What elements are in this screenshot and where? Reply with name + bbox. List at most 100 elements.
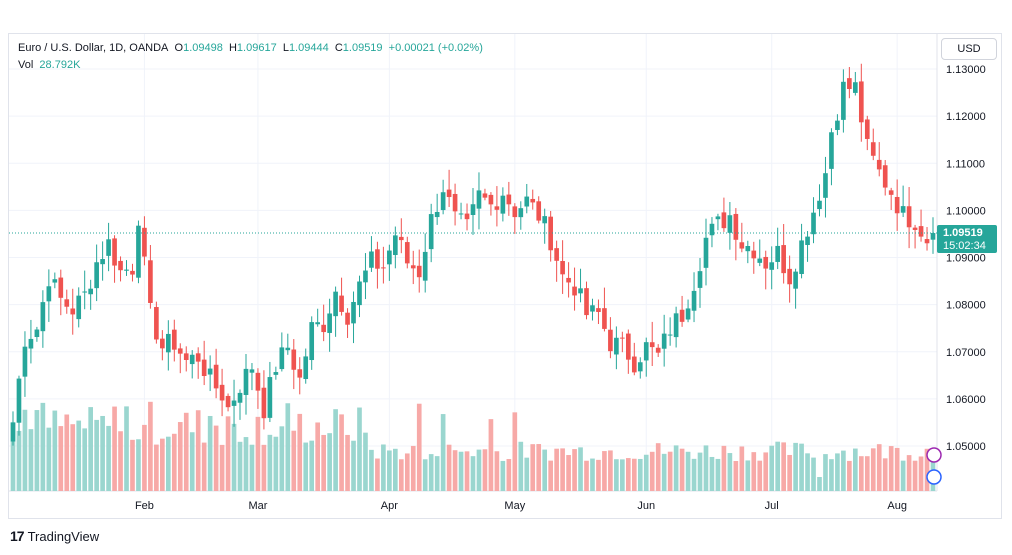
candle-body [715,216,721,220]
volume-bar [584,460,589,491]
volume-bar [339,414,344,491]
volume-bar [649,451,655,491]
candle-body [40,302,46,332]
last-price-value: 1.09519 [943,227,983,239]
candle-body [817,200,822,210]
candle-body [637,362,643,372]
candle-body [661,333,667,349]
flag-marker-icon [926,469,942,485]
currency-button[interactable]: USD [941,38,997,60]
legend-high: 1.09617 [236,42,277,54]
volume-bar [811,457,816,491]
volume-bar [572,449,577,491]
candle-body [894,196,900,214]
volume-bar [512,412,518,491]
volume-bar [130,439,135,491]
volume-bar [596,459,601,491]
legend-ohlc: Euro / U.S. Dollar, 1D, OANDA O1.09498 H… [18,42,483,54]
volume-bar [333,409,338,491]
candle-body [243,368,249,395]
candle-body [58,277,64,298]
tradingview-brand[interactable]: 17 TradingView [10,528,99,544]
volume-bar [757,460,763,491]
legend-open-label: O [174,42,184,54]
candle-body [721,212,727,229]
volume-bar [781,442,786,491]
candle-body [805,236,810,246]
candle-body [76,295,82,320]
volume-bar [446,444,452,491]
volume-bar [912,460,918,491]
candle-body [548,216,553,251]
candle-body [673,313,679,338]
candle-body [351,301,356,324]
volume-bar [506,459,512,491]
legend-low: 1.09444 [288,42,329,54]
volume-bar [189,432,195,491]
candle-body [823,173,828,198]
candle-body [255,372,261,391]
candle-body [339,295,344,312]
candle-body [625,333,631,360]
candle-body [154,307,159,340]
volume-bar [906,455,912,491]
candle-body [620,337,625,339]
legend-symbol: Euro / U.S. Dollar, 1D, OANDA [18,42,169,54]
candle-body [739,242,745,249]
volume-bar [823,454,828,491]
volume-bar [422,459,428,491]
y-tick-label: 1.08000 [946,300,986,312]
x-tick-label: Jul [765,500,779,512]
volume-bar [452,450,458,491]
volume-bar [560,448,565,491]
y-tick-label: 1.09000 [946,253,986,265]
candle-body [446,189,452,198]
candle-body [309,322,315,361]
candle-body [387,250,392,265]
volume-bar [745,460,751,491]
volume-bar [171,433,177,491]
volume-bar [739,446,745,491]
candle-body [231,400,237,406]
volume-bar [303,442,309,491]
volume-bar [620,459,625,491]
candle-body [124,269,129,271]
candle-body [643,342,649,361]
candle-body [870,142,876,156]
volume-bar [703,445,709,491]
candle-body [781,245,786,274]
volume-bar [100,415,105,491]
candle-body [667,334,673,336]
volume-bar [16,430,22,491]
volume-bar [136,439,141,491]
candle-body [46,286,52,302]
candle-body [602,308,607,329]
candle-body [560,261,565,275]
candle-body [763,256,769,269]
legend-vol-value: 28.792K [39,59,81,71]
candle-body [876,159,882,170]
candle-body [608,329,613,352]
volume-bar [154,444,159,491]
candle-body [470,204,476,215]
volume-bar [751,452,757,491]
volume-bar [363,432,368,491]
x-tick-label: Jun [637,500,655,512]
candle-body [614,337,619,355]
volume-bar [685,451,691,491]
volume-bar [58,426,64,491]
x-tick-label: Feb [135,500,154,512]
volume-bar [345,434,350,491]
brand-name: TradingView [27,528,100,544]
candle-body [912,227,918,230]
volume-bar [476,449,482,491]
volume-bar [643,454,649,491]
y-tick-label: 1.10000 [946,205,986,217]
candle-body [118,260,123,271]
volume-bar [195,410,201,491]
y-tick-label: 1.13000 [946,64,986,76]
volume-bar [279,426,285,491]
legend-close: 1.09519 [342,42,383,54]
volume-bar [225,416,231,491]
